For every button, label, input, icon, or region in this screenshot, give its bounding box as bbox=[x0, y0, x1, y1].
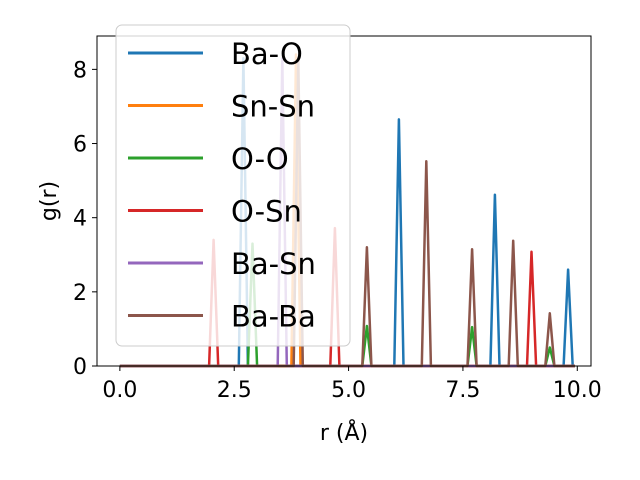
legend-label: O-Sn bbox=[231, 195, 302, 229]
x-tick-label: 5.0 bbox=[331, 378, 366, 403]
legend-label: Ba-Ba bbox=[231, 300, 316, 334]
y-axis-title: g(r) bbox=[37, 181, 62, 221]
legend-box bbox=[115, 24, 351, 347]
y-tick-label: 0 bbox=[73, 355, 87, 380]
x-axis-title: r (Å) bbox=[320, 419, 368, 446]
y-tick-label: 4 bbox=[73, 207, 87, 232]
legend-label: Sn-Sn bbox=[231, 90, 315, 124]
x-axis: 0.0 2.5 5.0 7.5 10.0 bbox=[102, 366, 602, 403]
y-axis: 0 2 4 6 8 bbox=[73, 58, 97, 380]
x-tick-label: 2.5 bbox=[217, 378, 252, 403]
y-tick-label: 2 bbox=[73, 281, 87, 306]
x-tick-label: 7.5 bbox=[445, 378, 480, 403]
legend-label: O-O bbox=[231, 142, 289, 176]
legend: Ba-O Sn-Sn O-O O-Sn Ba-Sn Ba-Ba bbox=[115, 24, 351, 347]
legend-label: Ba-O bbox=[231, 37, 303, 71]
legend-label: Ba-Sn bbox=[231, 247, 316, 281]
x-tick-label: 0.0 bbox=[102, 378, 137, 403]
y-tick-label: 6 bbox=[73, 133, 87, 158]
x-tick-label: 10.0 bbox=[553, 378, 602, 403]
y-tick-label: 8 bbox=[73, 58, 87, 83]
